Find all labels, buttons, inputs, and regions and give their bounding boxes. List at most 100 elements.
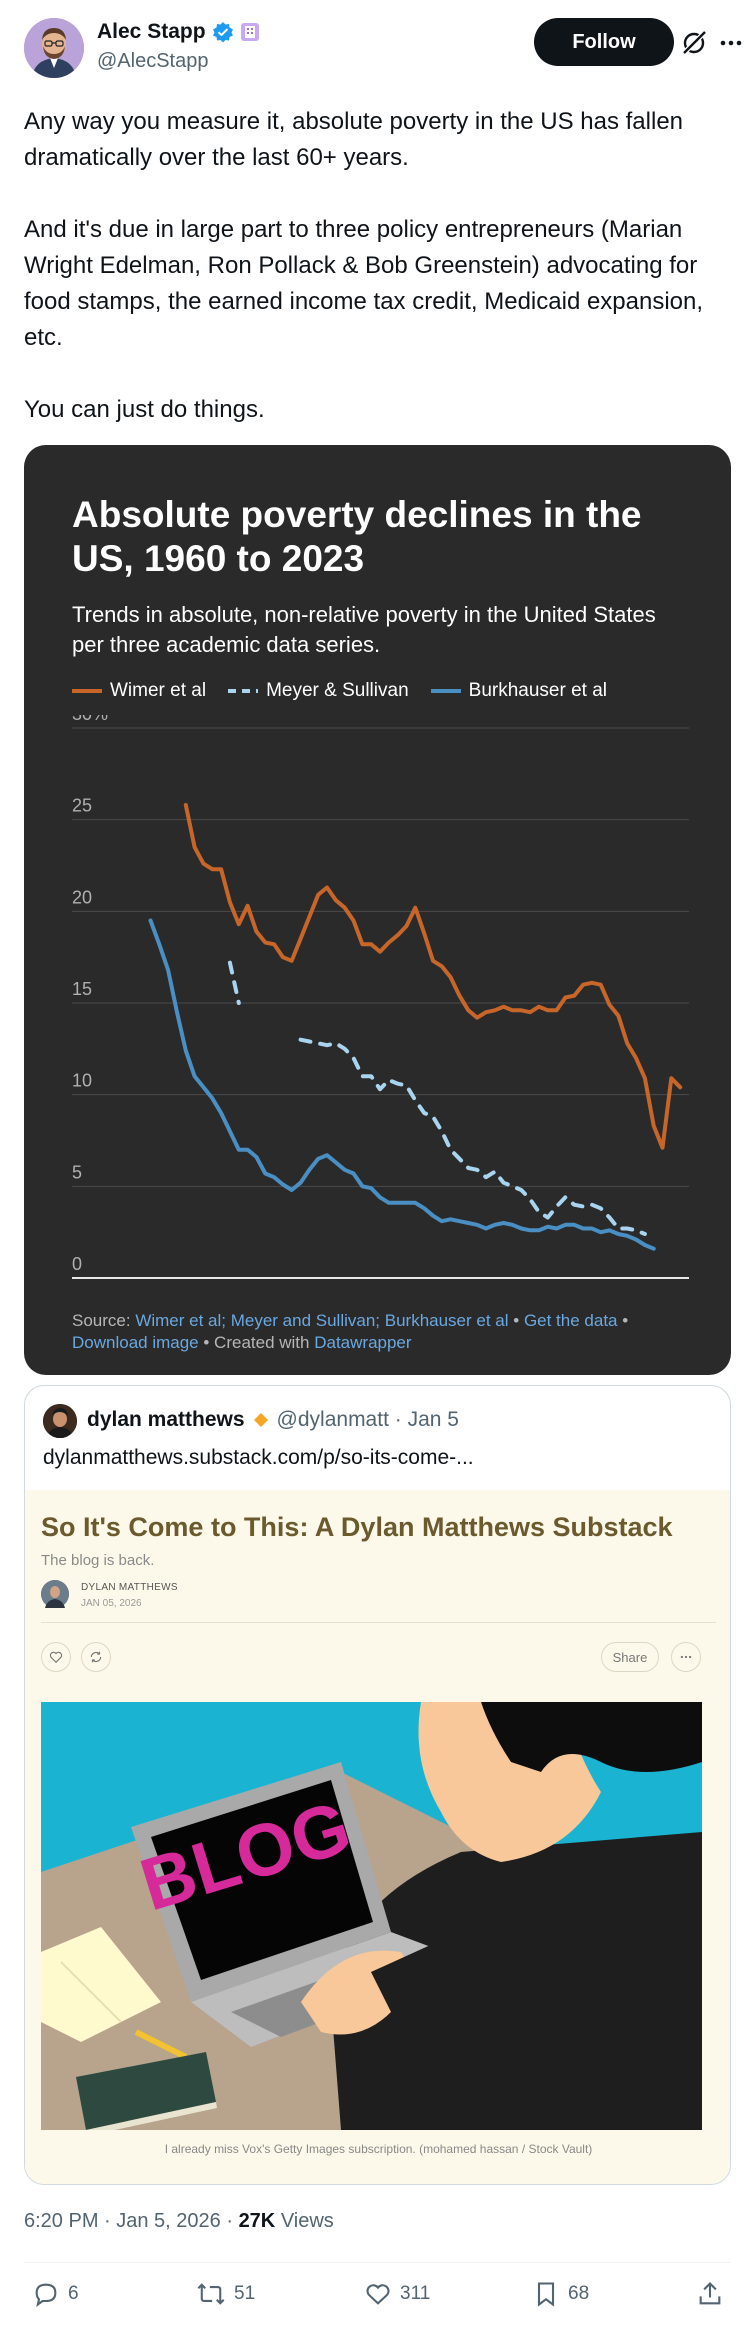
like-button[interactable]: 311: [364, 2280, 430, 2308]
download-image-link[interactable]: Download image: [72, 1333, 199, 1352]
legend-item-burkhauser: Burkhauser et al: [430, 680, 607, 702]
share-button[interactable]: [696, 2280, 724, 2308]
verified-badge-icon[interactable]: [212, 21, 234, 43]
bookmark-icon: [537, 2282, 555, 2307]
post-subtitle: The blog is back.: [41, 1552, 155, 1569]
heart-icon: [366, 2284, 390, 2305]
post-like-button[interactable]: [41, 1642, 71, 1672]
created-with-label: Created with: [214, 1333, 315, 1352]
post-author-avatar: [41, 1580, 69, 1608]
x-tick-label: 2000: [457, 1292, 497, 1295]
blog-illustration: BLOG: [41, 1702, 702, 2130]
bookmark-count: 68: [568, 2283, 590, 2304]
views-label: Views: [275, 2210, 334, 2232]
get-data-link[interactable]: Get the data: [523, 1311, 618, 1330]
y-tick-label: 10: [72, 1071, 92, 1091]
y-tick-label: 5: [72, 1162, 82, 1182]
repost-button[interactable]: 51: [196, 2280, 255, 2308]
chart-source: Source: Wimer et al; Meyer and Sullivan;…: [72, 1310, 692, 1354]
repost-count: 51: [234, 2283, 256, 2304]
x-tick-label: 1980: [281, 1292, 321, 1295]
chart-title: Absolute poverty declines in the US, 196…: [72, 494, 642, 579]
divider: [41, 1622, 716, 1623]
tweet-meta: 6:20 PM · Jan 5, 2026 · 27K Views: [24, 2210, 334, 2233]
reply-count: 6: [68, 2283, 79, 2304]
post-title: So It's Come to This: A Dylan Matthews S…: [41, 1512, 673, 1542]
quoted-link[interactable]: dylanmatthews.substack.com/p/so-its-come…: [43, 1446, 474, 1469]
reply-icon: [35, 2283, 57, 2308]
follow-button[interactable]: Follow: [534, 18, 674, 66]
post-author-avatar-image: [41, 1580, 69, 1608]
chart-image[interactable]: Absolute poverty declines in the US, 196…: [24, 445, 731, 1375]
x-tick-label: 2020: [634, 1292, 674, 1295]
tweet-paragraph: You can just do things.: [24, 396, 265, 423]
legend-item-wimer: Wimer et al: [72, 680, 206, 702]
legend-swatch-dashed: [228, 689, 259, 693]
repost-icon: [197, 2283, 225, 2305]
author-handle[interactable]: @AlecStapp: [97, 50, 209, 72]
action-bar: 6 51 311 68: [24, 2280, 731, 2316]
share-icon: [699, 2282, 721, 2305]
series-line-burkhauser-et-al: [148, 918, 656, 1251]
gold-badge-icon[interactable]: [253, 1412, 269, 1428]
y-tick-label: 20: [72, 887, 92, 907]
chart-legend: Wimer et al Meyer & Sullivan Burkhauser …: [72, 680, 607, 702]
y-tick-label: 25: [72, 796, 92, 816]
timestamp[interactable]: 6:20 PM · Jan 5, 2026 ·: [24, 2210, 239, 2232]
post-author: DYLAN MATTHEWS: [81, 1582, 178, 1593]
source-links[interactable]: Wimer et al; Meyer and Sullivan; Burkhau…: [135, 1311, 509, 1330]
source-prefix: Source:: [72, 1311, 136, 1330]
separator: •: [508, 1311, 524, 1330]
quoted-author-name[interactable]: dylan matthews: [87, 1408, 245, 1431]
quoted-avatar[interactable]: [43, 1404, 77, 1438]
x-tick-label: 1970: [192, 1292, 232, 1295]
datawrapper-link[interactable]: Datawrapper: [314, 1333, 412, 1352]
separator: •: [198, 1333, 215, 1352]
reply-button[interactable]: 6: [32, 2280, 79, 2308]
post-date: JAN 05, 2026: [81, 1598, 142, 1609]
y-tick-label: 15: [72, 979, 92, 999]
more-options-icon[interactable]: [716, 28, 746, 58]
x-tick-label: 2010: [545, 1292, 585, 1295]
more-icon: [680, 1655, 692, 1659]
avatar-image: [24, 18, 84, 78]
quoted-handle[interactable]: @dylanmatt · Jan 5: [276, 1408, 459, 1431]
like-count: 311: [400, 2283, 431, 2304]
legend-swatch-solid: [72, 689, 102, 693]
grok-icon[interactable]: [679, 28, 709, 58]
restack-icon: [90, 1651, 102, 1663]
bookmark-button[interactable]: 68: [532, 2280, 589, 2308]
tweet-header: Alec Stapp @AlecStapp Follow: [24, 18, 742, 78]
divider: [24, 2262, 731, 2263]
post-hero-image[interactable]: BLOG: [41, 1702, 702, 2130]
chart-subtitle: Trends in absolute, non-relative poverty…: [72, 602, 656, 657]
author-name[interactable]: Alec Stapp: [97, 20, 206, 43]
x-tick-label: 1990: [369, 1292, 409, 1295]
tweet-text: Any way you measure it, absolute poverty…: [24, 104, 731, 428]
avatar[interactable]: [24, 18, 84, 78]
separator: •: [617, 1311, 629, 1330]
quoted-name-row: dylan matthews @dylanmatt · Jan 5: [87, 1408, 459, 1432]
legend-label: Burkhauser et al: [468, 680, 607, 701]
legend-label: Wimer et al: [110, 680, 207, 701]
y-tick-label: 30%: [72, 715, 108, 724]
tweet-paragraph: Any way you measure it, absolute poverty…: [24, 108, 684, 171]
tweet-paragraph: And it's due in large part to three poli…: [24, 216, 704, 351]
views-count: 27K: [238, 2210, 276, 2232]
series-line-wimer-et-al: [183, 803, 683, 1150]
legend-swatch-solid: [430, 689, 461, 693]
line-chart: 30% 25 20 15 10 5 0 1970 1980 1990 2000 2010 2020: [72, 715, 689, 1295]
substack-preview[interactable]: So It's Come to This: A Dylan Matthews S…: [25, 1490, 730, 2184]
post-share-button[interactable]: Share: [601, 1642, 659, 1672]
y-tick-label: 0: [72, 1254, 82, 1274]
legend-label: Meyer & Sullivan: [266, 680, 409, 701]
legend-item-meyer: Meyer & Sullivan: [228, 680, 409, 702]
quoted-tweet[interactable]: dylan matthews @dylanmatt · Jan 5 dylanm…: [24, 1385, 731, 2185]
image-caption: I already miss Vox's Getty Images subscr…: [164, 2142, 593, 2156]
post-restack-button[interactable]: [81, 1642, 111, 1672]
post-more-button[interactable]: [671, 1642, 701, 1672]
heart-icon: [49, 1651, 63, 1664]
name-row: Alec Stapp: [97, 20, 260, 44]
affiliate-badge-icon[interactable]: [240, 22, 260, 42]
quoted-avatar-image: [43, 1404, 77, 1438]
